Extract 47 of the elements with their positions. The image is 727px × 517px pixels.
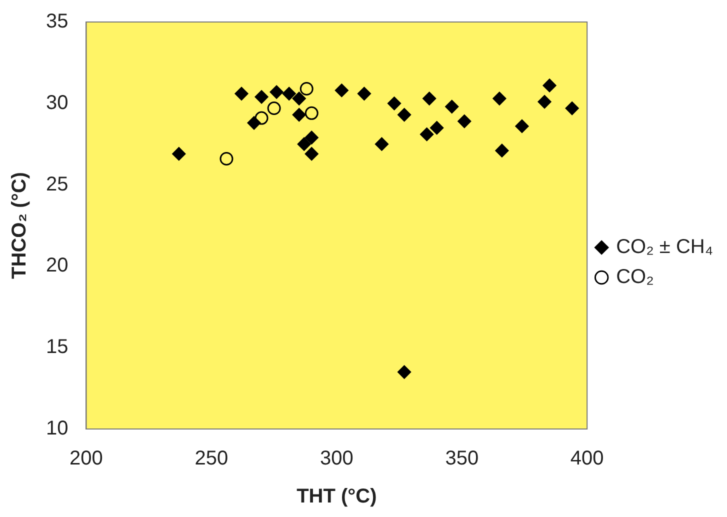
point [292, 92, 306, 106]
y-tick-label: 15 [46, 336, 68, 358]
point [254, 90, 268, 104]
y-tick-label: 30 [46, 92, 68, 114]
point [420, 128, 434, 142]
point [304, 130, 318, 144]
point [458, 114, 472, 128]
x-tick-label: 300 [320, 448, 354, 470]
x-tick-label: 200 [70, 448, 103, 470]
point [254, 111, 268, 125]
y-tick-label: 10 [46, 418, 68, 440]
legend-label: CO₂ ± CH₄ [616, 236, 713, 258]
point [304, 106, 318, 120]
point [357, 86, 371, 100]
point [297, 137, 311, 151]
point [398, 108, 412, 122]
y-tick-label: 35 [46, 10, 68, 33]
x-tick-label: 400 [570, 448, 604, 470]
x-tick-label: 350 [445, 448, 479, 470]
x-tick-label: 250 [194, 448, 228, 470]
point [430, 121, 444, 135]
point [388, 96, 402, 110]
point [422, 92, 436, 106]
point [282, 86, 296, 100]
y-tick-label: 20 [46, 254, 68, 277]
point [375, 137, 388, 151]
legend-label: CO₂ [616, 266, 654, 288]
point [292, 108, 306, 122]
x-axis-title: THT (°C) [296, 486, 377, 508]
point [334, 84, 348, 98]
point [565, 102, 579, 116]
point [492, 92, 506, 106]
point [495, 144, 509, 158]
point [398, 365, 412, 379]
point [515, 119, 529, 133]
point [267, 102, 281, 116]
y-axis-title: THCO₂ (°C) [8, 172, 31, 279]
point [270, 85, 284, 99]
point [542, 78, 556, 92]
point [538, 95, 552, 109]
point [300, 82, 314, 96]
point [172, 147, 186, 161]
point [220, 152, 234, 166]
point [304, 147, 318, 161]
point [445, 100, 459, 114]
y-tick-label: 25 [46, 173, 68, 196]
point [234, 86, 248, 100]
